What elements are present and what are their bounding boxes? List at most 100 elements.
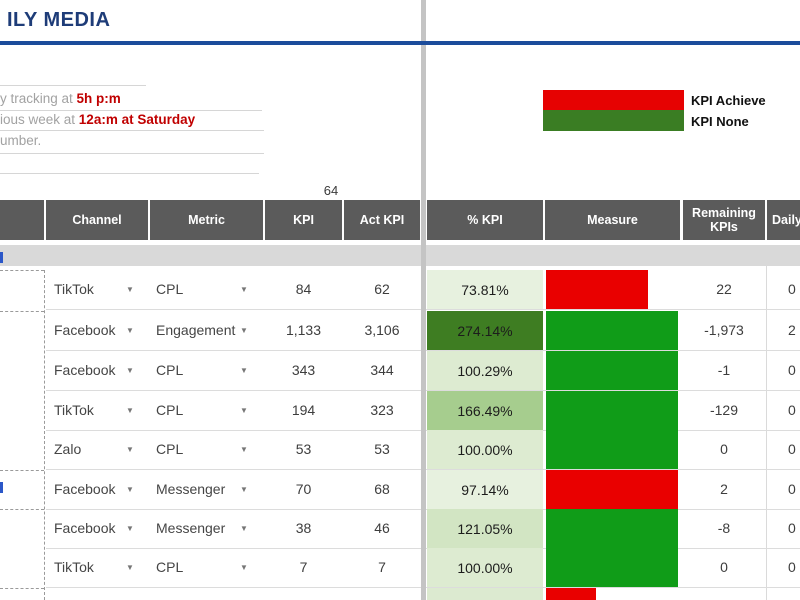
daily-value: 2: [788, 322, 796, 338]
pct-kpi-cell: 100.00%: [427, 430, 543, 469]
column-border: [766, 266, 767, 600]
kpi-value: 343: [291, 362, 316, 378]
act-kpi-value: 53: [374, 441, 390, 457]
remaining-kpis-value: 0: [720, 441, 728, 457]
metric-dropdown-icon[interactable]: ▼: [240, 366, 248, 375]
remaining-kpis-value: 0: [720, 559, 728, 575]
channel-dropdown-icon[interactable]: ▼: [126, 326, 134, 335]
channel-cell[interactable]: TikTok: [54, 281, 94, 297]
act-kpi-value: 62: [374, 281, 390, 297]
page-title: ILY MEDIA: [7, 9, 111, 31]
channel-cell[interactable]: Facebook: [54, 481, 116, 497]
daily-value: 0: [788, 441, 796, 457]
channel-dropdown-icon[interactable]: ▼: [126, 524, 134, 533]
metric-dropdown-icon[interactable]: ▼: [240, 524, 248, 533]
metric-cell[interactable]: CPL: [156, 281, 184, 297]
header-remaining-kpis[interactable]: Remaining KPIs: [683, 200, 765, 240]
header-measure[interactable]: Measure: [545, 200, 680, 240]
metric-cell[interactable]: Engagement: [156, 322, 236, 338]
measure-bar: [546, 391, 678, 430]
kpi-value: 70: [295, 481, 312, 497]
kpi-value: 7: [299, 559, 308, 575]
channel-cell[interactable]: Facebook: [54, 322, 116, 338]
act-kpi-value: 344: [370, 362, 394, 378]
pct-kpi-cell: 274.14%: [427, 311, 543, 350]
pct-kpi-cell: [427, 588, 543, 600]
measure-bar: [546, 351, 678, 390]
header-act-kpi[interactable]: Act KPI: [344, 200, 420, 240]
measure-bar: [546, 509, 678, 548]
channel-dropdown-icon[interactable]: ▼: [126, 485, 134, 494]
channel-dropdown-icon[interactable]: ▼: [126, 445, 134, 454]
header-daily[interactable]: Daily: [767, 200, 800, 240]
daily-value: 0: [788, 281, 796, 297]
act-kpi-value: 323: [370, 402, 394, 418]
metric-cell[interactable]: CPL: [156, 362, 184, 378]
header-kpi[interactable]: KPI: [265, 200, 342, 240]
kpi-value: 1,133: [285, 322, 322, 338]
dashed-group-boundary: [0, 470, 44, 471]
remaining-kpis-value: 22: [716, 281, 732, 297]
cell-border: [0, 130, 264, 131]
daily-value: 0: [788, 559, 796, 575]
title-divider-overlay: [0, 41, 800, 45]
act-kpi-value: 68: [374, 481, 390, 497]
act-kpi-value: 3,106: [364, 322, 400, 338]
kpi-value: 84: [295, 281, 312, 297]
channel-cell[interactable]: Zalo: [54, 441, 82, 457]
header-channel[interactable]: Channel: [46, 200, 148, 240]
kpi-value: 38: [295, 520, 312, 536]
metric-dropdown-icon[interactable]: ▼: [240, 406, 248, 415]
legend-label-kpi-none: KPI None: [691, 114, 749, 129]
channel-cell[interactable]: TikTok: [54, 402, 94, 418]
act-kpi-value: 46: [374, 520, 390, 536]
metric-dropdown-icon[interactable]: ▼: [240, 563, 248, 572]
remaining-kpis-value: 2: [720, 481, 728, 497]
channel-dropdown-icon[interactable]: ▼: [126, 406, 134, 415]
metric-cell[interactable]: CPL: [156, 559, 184, 575]
metric-dropdown-icon[interactable]: ▼: [240, 445, 248, 454]
metric-dropdown-icon[interactable]: ▼: [240, 326, 248, 335]
channel-cell[interactable]: Facebook: [54, 362, 116, 378]
metric-cell[interactable]: CPL: [156, 441, 184, 457]
channel-dropdown-icon[interactable]: ▼: [126, 285, 134, 294]
header-metric[interactable]: Metric: [150, 200, 263, 240]
dashed-group-boundary: [0, 509, 44, 510]
pct-kpi-cell: 166.49%: [427, 391, 543, 430]
pct-kpi-cell: 97.14%: [427, 470, 543, 509]
dashed-group-boundary: [0, 588, 44, 589]
measure-bar: [546, 588, 596, 600]
pct-kpi-cell: 121.05%: [427, 509, 543, 548]
dashed-column-boundary: [44, 270, 45, 600]
cell-border: [0, 153, 264, 154]
metric-cell[interactable]: Messenger: [156, 481, 226, 497]
metric-dropdown-icon[interactable]: ▼: [240, 485, 248, 494]
group-band: [0, 245, 800, 266]
act-kpi-value: 7: [378, 559, 386, 575]
kpi-value: 194: [291, 402, 316, 418]
metric-cell[interactable]: Messenger: [156, 520, 226, 536]
pct-kpi-cell: 73.81%: [427, 270, 543, 309]
daily-value: 0: [788, 362, 796, 378]
remaining-kpis-value: -1: [717, 362, 731, 378]
channel-cell[interactable]: Facebook: [54, 520, 116, 536]
legend-label-kpi-achieve: KPI Achieve: [691, 93, 766, 108]
frozen-pane-divider[interactable]: [421, 0, 426, 600]
header-blank: [0, 200, 44, 240]
kpi-value: 53: [295, 441, 312, 457]
header-pct-kpi[interactable]: % KPI: [427, 200, 543, 240]
metric-dropdown-icon[interactable]: ▼: [240, 285, 248, 294]
channel-dropdown-icon[interactable]: ▼: [126, 366, 134, 375]
note-line-3: umber.: [0, 133, 42, 148]
note-highlight: 5h p:m: [76, 91, 121, 106]
clipped-group-label: [0, 252, 3, 263]
cell-border: [0, 110, 262, 111]
channel-cell[interactable]: TikTok: [54, 559, 94, 575]
measure-bar: [546, 548, 678, 587]
measure-bar: [546, 270, 648, 309]
measure-bar: [546, 470, 678, 509]
metric-cell[interactable]: CPL: [156, 402, 184, 418]
channel-dropdown-icon[interactable]: ▼: [126, 563, 134, 572]
daily-value: 0: [788, 481, 796, 497]
